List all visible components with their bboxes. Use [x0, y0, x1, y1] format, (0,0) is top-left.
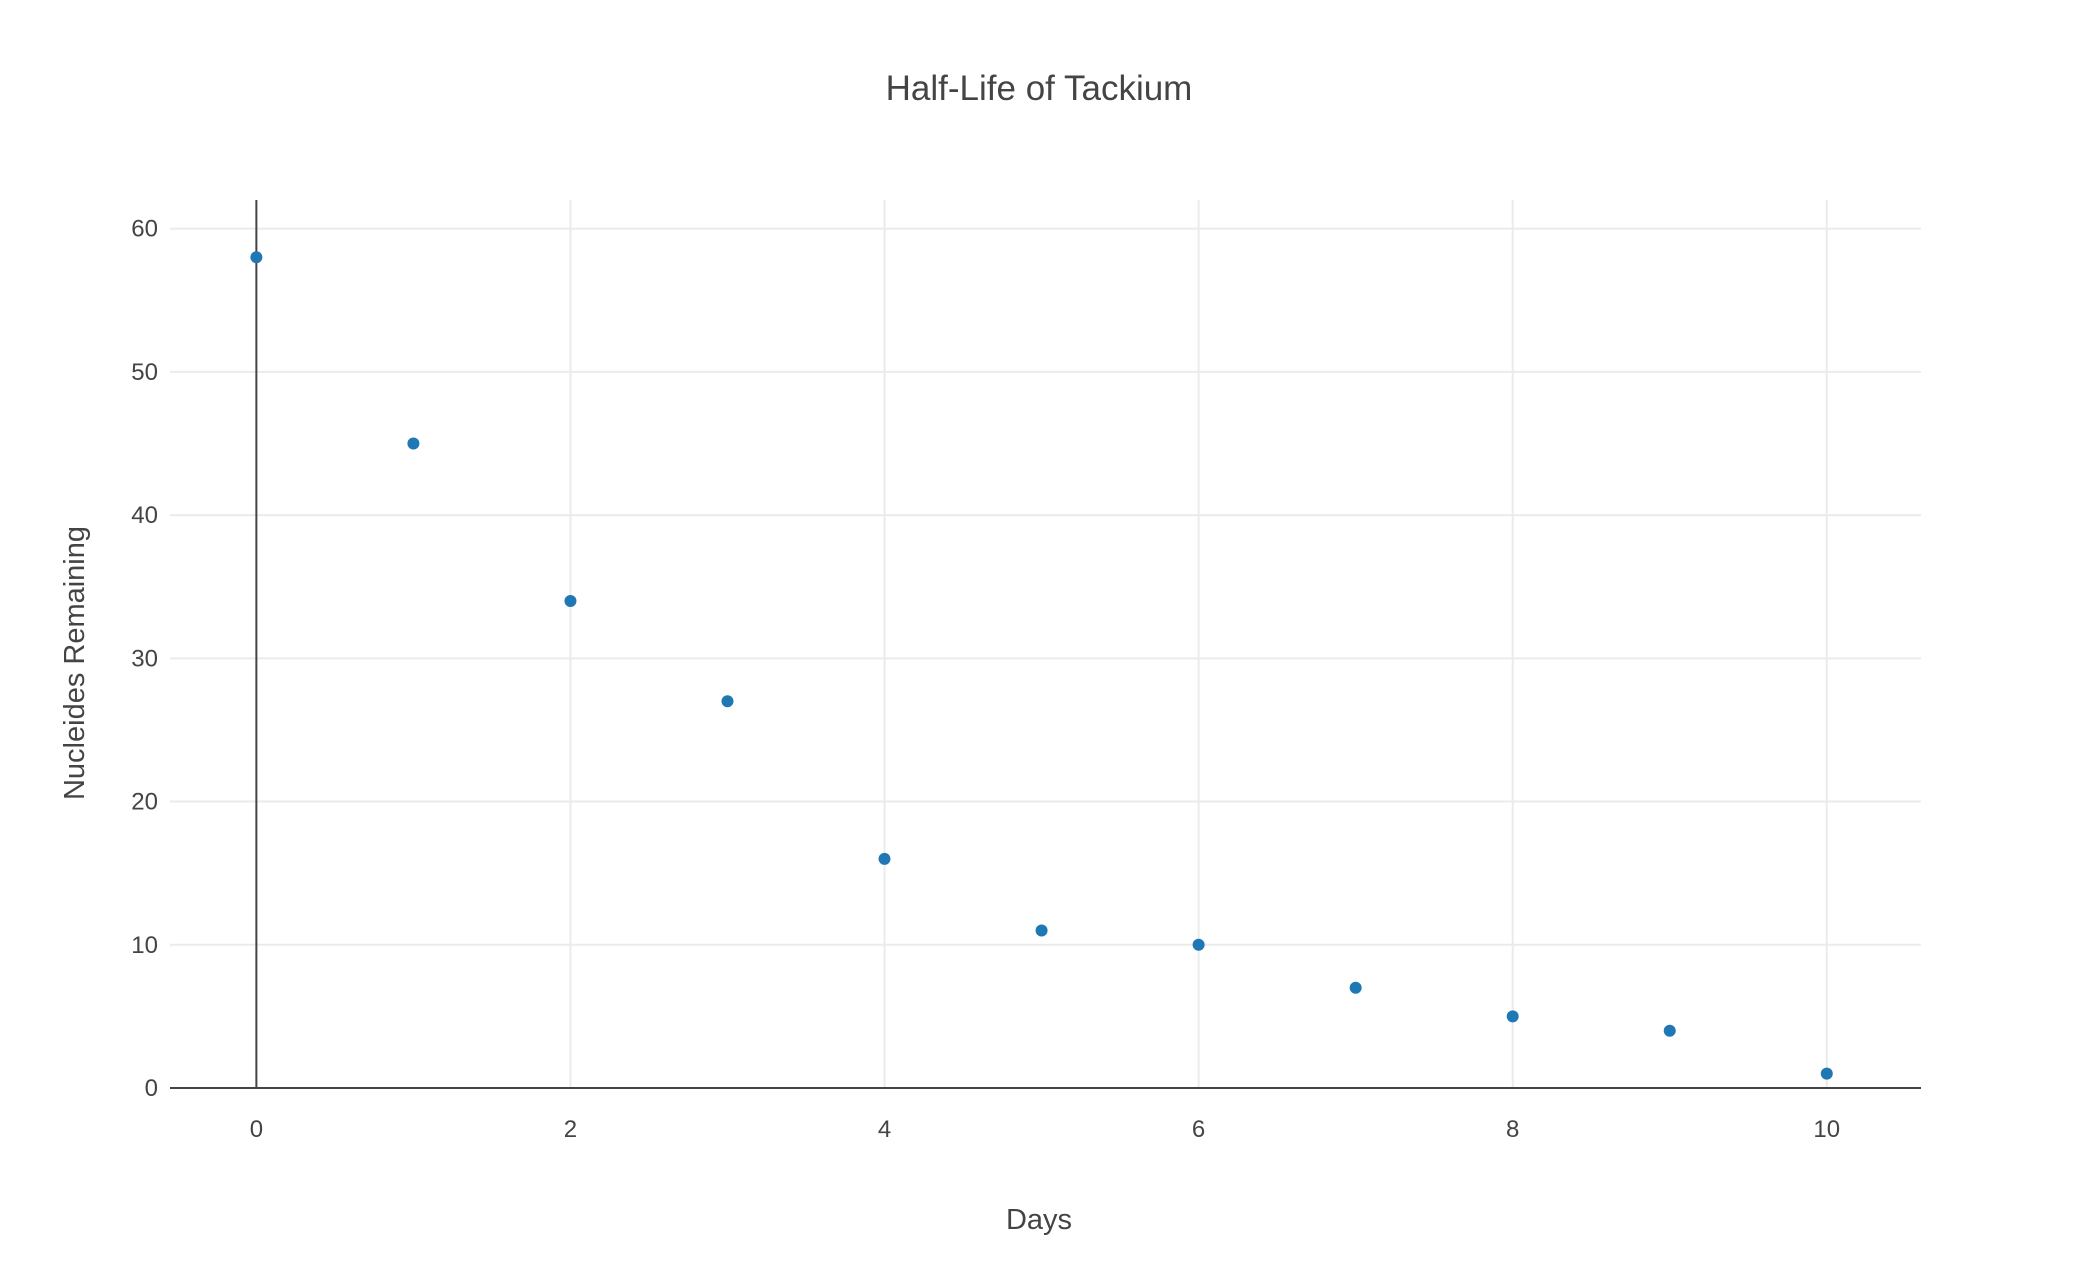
data-point-2 [564, 595, 577, 608]
y-tick-label-2: 20 [131, 789, 158, 816]
y-tick-label-6: 60 [131, 216, 158, 243]
zero-lines [170, 200, 1921, 1089]
y-tick-label-4: 40 [131, 502, 158, 529]
y-axis-title: Nucleides Remaining [59, 526, 91, 800]
y-tick-label-3: 30 [131, 645, 158, 672]
chart-title: Half-Life of Tackium [886, 69, 1193, 108]
x-tick-label-2: 4 [878, 1116, 891, 1143]
x-tick-label-1: 2 [564, 1116, 577, 1143]
data-point-1 [407, 437, 420, 450]
data-point-4 [878, 852, 891, 865]
data-point-7 [1349, 981, 1362, 994]
x-axis-tick-labels: 0 2 4 6 8 10 [250, 1116, 1840, 1143]
data-point-3 [721, 695, 734, 708]
x-tick-label-0: 0 [250, 1116, 263, 1143]
y-tick-label-5: 50 [131, 359, 158, 386]
y-tick-label-0: 0 [145, 1075, 158, 1102]
data-points [250, 251, 1833, 1080]
x-tick-label-4: 8 [1506, 1116, 1519, 1143]
data-point-8 [1506, 1010, 1519, 1023]
x-axis-title: Days [1006, 1204, 1072, 1236]
x-gridlines [569, 200, 1828, 1088]
data-point-0 [250, 251, 263, 264]
x-tick-label-3: 6 [1192, 1116, 1205, 1143]
data-point-6 [1192, 938, 1205, 951]
y-tick-label-1: 10 [131, 932, 158, 959]
y-axis-tick-labels: 0 10 20 30 40 50 60 [131, 216, 158, 1102]
y-gridlines [170, 227, 1921, 946]
data-point-9 [1663, 1024, 1676, 1037]
data-point-5 [1035, 924, 1048, 937]
x-tick-label-5: 10 [1813, 1116, 1840, 1143]
data-point-10 [1820, 1067, 1833, 1080]
